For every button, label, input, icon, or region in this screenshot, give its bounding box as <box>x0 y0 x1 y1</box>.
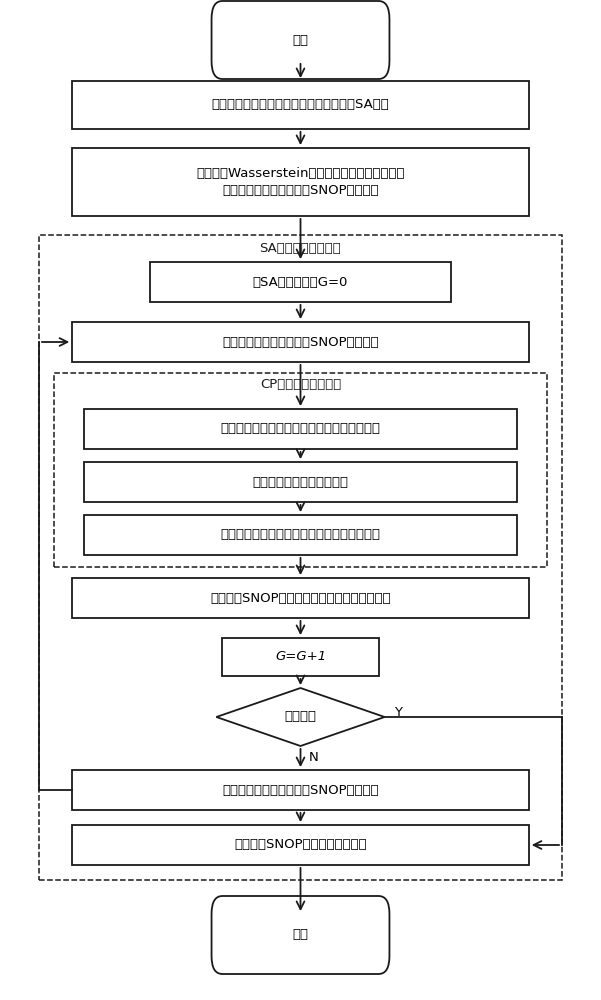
Bar <box>72 770 529 810</box>
Text: CP求解下层规划模型: CP求解下层规划模型 <box>260 377 341 390</box>
Text: 计算当前SNOP规划方案的目标函数值和适应度: 计算当前SNOP规划方案的目标函数值和适应度 <box>210 591 391 604</box>
FancyBboxPatch shape <box>212 1 389 79</box>
Text: 输入配电网络、分布式电源参数，初始化SA参数: 输入配电网络、分布式电源参数，初始化SA参数 <box>212 99 389 111</box>
Bar <box>84 515 517 555</box>
Text: 开始: 开始 <box>293 33 308 46</box>
Text: 修改当前方案，得到新的SNOP规划方案: 修改当前方案，得到新的SNOP规划方案 <box>222 784 379 796</box>
Text: 将待求模型进行锥转化，将非线性约束线性化: 将待求模型进行锥转化，将非线性约束线性化 <box>221 422 380 436</box>
Text: 结束: 结束 <box>293 928 308 942</box>
Text: 是否收敛: 是否收敛 <box>284 710 317 724</box>
Bar <box>72 825 529 865</box>
Bar <box>54 373 547 567</box>
Text: 置SA迭代次数：G=0: 置SA迭代次数：G=0 <box>253 275 348 288</box>
Text: 整数编码，随机产生一种SNOP规划方案: 整数编码，随机产生一种SNOP规划方案 <box>222 336 379 349</box>
Text: Y: Y <box>394 706 401 720</box>
Text: SA求解上层规划模型: SA求解上层规划模型 <box>260 241 341 254</box>
Text: 调用锥规划算法包进行求解: 调用锥规划算法包进行求解 <box>252 476 349 488</box>
Bar <box>72 578 529 618</box>
Polygon shape <box>216 688 385 746</box>
Bar <box>39 235 562 880</box>
Text: 依据目标函数，计算得到各场景最优运行方式: 依据目标函数，计算得到各场景最优运行方式 <box>221 528 380 542</box>
Bar <box>72 81 529 129</box>
Bar <box>84 409 517 449</box>
Bar <box>72 322 529 362</box>
Bar <box>222 638 379 676</box>
Text: 得到最优SNOP选址定容规划方案: 得到最优SNOP选址定容规划方案 <box>234 838 367 852</box>
Bar <box>72 148 529 216</box>
Text: N: N <box>308 751 318 764</box>
Text: G=G+1: G=G+1 <box>275 650 326 664</box>
Text: 采用基于Wasserstein距离的最优场景生成技术，
构建考虑风光不确定性的SNOP规划场景: 采用基于Wasserstein距离的最优场景生成技术， 构建考虑风光不确定性的S… <box>197 167 404 197</box>
FancyBboxPatch shape <box>212 896 389 974</box>
Bar <box>84 462 517 502</box>
Bar <box>150 262 451 302</box>
